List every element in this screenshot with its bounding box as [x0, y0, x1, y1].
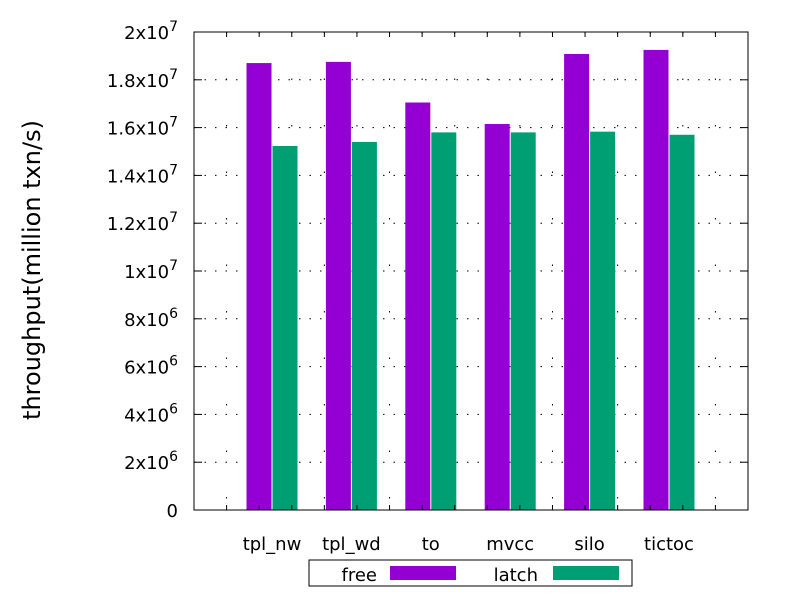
y-tick-label: 2x107: [124, 19, 178, 44]
bar-free-mvcc: [484, 124, 510, 510]
bar-latch-tpl_wd: [351, 141, 377, 510]
x-category-label: tictoc: [644, 534, 694, 555]
bar-latch-tpl_nw: [272, 146, 298, 511]
bars: [246, 49, 695, 511]
bar-latch-tictoc: [669, 134, 695, 510]
x-category-label: to: [422, 534, 440, 555]
bar-free-tpl_nw: [246, 63, 272, 510]
x-category-label: tpl_wd: [322, 534, 381, 555]
axis-ticks: [193, 31, 749, 511]
y-tick-label: 1.6x107: [107, 115, 178, 140]
y-tick-label: 0: [167, 501, 178, 522]
bar-free-tpl_wd: [325, 61, 351, 510]
y-tick-label: 8x106: [124, 306, 178, 331]
y-tick-label: 2x106: [124, 449, 178, 474]
x-category-label: mvcc: [486, 534, 534, 555]
x-category-label: tpl_nw: [243, 534, 302, 555]
y-tick-label: 6x106: [124, 354, 178, 379]
y-tick-label: 1.8x107: [107, 67, 178, 92]
legend-swatch-latch: [553, 566, 619, 580]
legend-label-free: free: [342, 565, 378, 586]
y-axis-label: throughput(million txn/s): [18, 120, 46, 420]
y-tick-label: 1.2x107: [107, 210, 178, 235]
bar-latch-to: [431, 132, 457, 510]
y-tick-label: 1x107: [124, 258, 178, 283]
bar-free-to: [405, 102, 431, 510]
x-category-labels: tpl_nw tpl_wd to mvcc silo tictoc: [243, 534, 694, 555]
bar-latch-silo: [590, 131, 616, 510]
bar-free-silo: [564, 53, 590, 510]
legend: free latch: [308, 559, 633, 587]
y-tick-label: 1.4x107: [107, 162, 178, 187]
bar-free-tictoc: [643, 49, 669, 511]
y-tick-labels: 0 2x106 4x106 6x106 8x106 1x107 1.2x107 1.4x107…: [107, 19, 178, 522]
bar-latch-mvcc: [510, 132, 536, 510]
legend-swatch-free: [390, 566, 456, 580]
legend-box: [308, 559, 633, 587]
y-tick-label: 4x106: [124, 401, 178, 426]
legend-label-latch: latch: [494, 565, 538, 586]
x-category-label: silo: [574, 534, 604, 555]
